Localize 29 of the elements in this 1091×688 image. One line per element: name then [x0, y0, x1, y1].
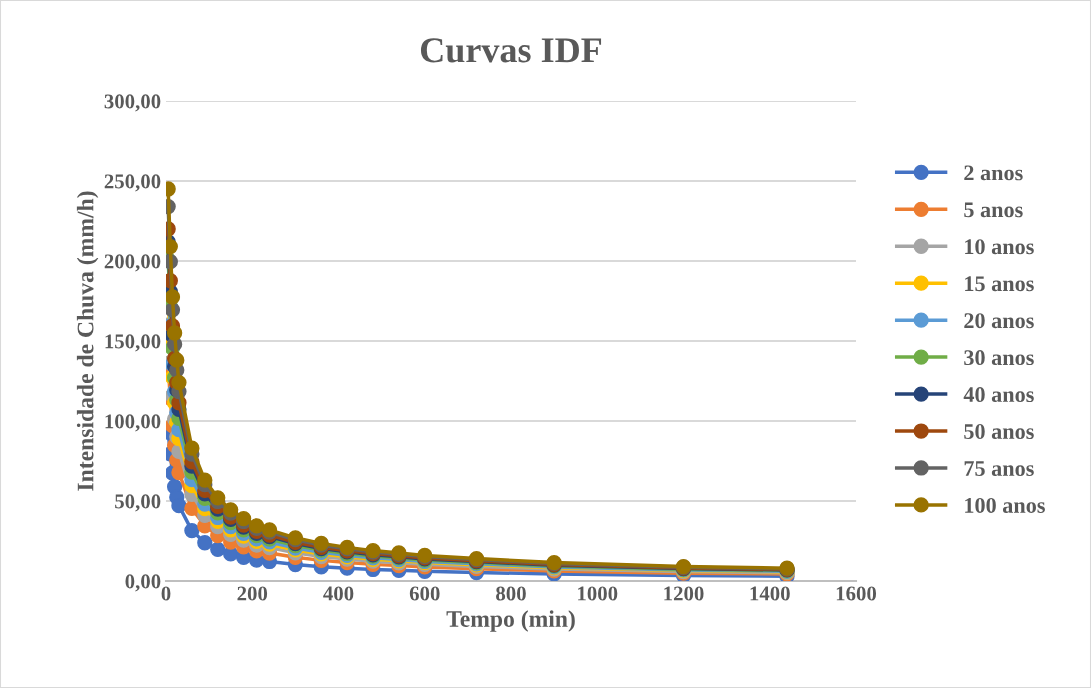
legend-label: 50 anos: [964, 424, 1034, 440]
x-axis-title: Tempo (min): [446, 610, 575, 632]
legend-label: 75 anos: [964, 461, 1034, 476]
y-axis-title: Intensidade de Chuva (mm/h): [76, 191, 99, 491]
chart-title: Curvas IDF: [420, 38, 602, 63]
y-tick-label: 0,00: [125, 574, 161, 592]
y-tick-label: 100,00: [105, 414, 161, 432]
y-tick-label: 200,00: [104, 254, 161, 272]
x-tick-label: 600: [409, 586, 440, 601]
x-tick-label: 200: [237, 586, 268, 601]
y-tick-label: 250,00: [104, 174, 161, 192]
x-tick-label: 800: [496, 586, 526, 601]
legend-label: 10 anos: [965, 239, 1034, 255]
legend-label: 15 anos: [965, 276, 1034, 292]
legend-label: 100 anos: [965, 497, 1045, 513]
y-tick-label: 150,00: [105, 334, 161, 352]
x-tick-label: 400: [323, 586, 354, 601]
x-tick-label: 0: [161, 586, 171, 601]
x-tick-label: 1600: [836, 586, 877, 601]
x-tick-label: 1200: [664, 586, 704, 601]
y-tick-label: 300,00: [104, 94, 161, 112]
x-tick-label: 1400: [750, 586, 790, 601]
legend-label: 30 anos: [964, 350, 1034, 366]
x-tick-label: 1000: [578, 586, 618, 601]
legend-label: 2 anos: [964, 165, 1023, 181]
legend-label: 40 anos: [963, 387, 1034, 403]
legend-label: 5 anos: [964, 202, 1023, 218]
legend-label: 20 anos: [964, 313, 1034, 329]
y-tick-label: 50,00: [115, 494, 161, 512]
